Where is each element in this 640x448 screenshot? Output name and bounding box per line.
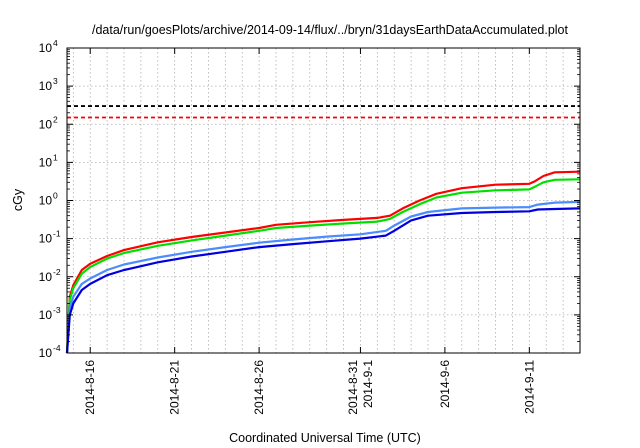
y-tick-exponent: 1 — [53, 152, 58, 162]
y-tick-exponent: -2 — [53, 267, 61, 277]
x-tick-label: 2014-9-11 — [522, 360, 536, 414]
y-tick-exponent: 2 — [53, 114, 58, 124]
series-line — [65, 200, 581, 354]
data-series — [65, 170, 581, 354]
x-tick-label: 2014-9-6 — [438, 360, 452, 408]
y-tick-exponent: 0 — [53, 191, 58, 201]
y-tick-label: 10 — [39, 117, 53, 131]
threshold-lines — [67, 105, 580, 119]
y-tick-exponent: -3 — [53, 305, 61, 315]
y-tick-exponent: -4 — [53, 343, 61, 353]
y-tick-label: 10 — [39, 270, 53, 284]
y-tick-label: 10 — [39, 346, 53, 360]
y-tick-label: 10 — [39, 308, 53, 322]
x-tick-label: 2014-9-1 — [361, 360, 375, 408]
y-tick-exponent: -1 — [53, 229, 61, 239]
chart-title: /data/run/goesPlots/archive/2014-09-14/f… — [92, 23, 568, 37]
grid — [67, 48, 580, 353]
series-line — [65, 207, 581, 354]
y-axis-label: cGy — [11, 188, 25, 211]
x-tick-label: 2014-8-31 — [346, 360, 360, 415]
series-line — [65, 178, 581, 354]
x-tick-label: 2014-8-21 — [168, 360, 182, 415]
y-tick-label: 10 — [39, 41, 53, 55]
x-tick-label: 2014-8-16 — [83, 360, 97, 415]
y-tick-label: 10 — [39, 79, 53, 93]
x-axis-ticks: 2014-8-16 2014-8-21 2014-8-26 2014-8-31 2014… — [83, 48, 536, 415]
x-axis-label: Coordinated Universal Time (UTC) — [229, 431, 421, 445]
y-tick-exponent: 4 — [53, 38, 58, 48]
y-tick-label: 10 — [39, 155, 53, 169]
y-tick-label: 10 — [39, 232, 53, 246]
y-tick-exponent: 3 — [53, 76, 58, 86]
series-line — [65, 170, 581, 354]
x-tick-label: 2014-8-26 — [252, 360, 266, 415]
y-tick-label: 10 — [39, 194, 53, 208]
